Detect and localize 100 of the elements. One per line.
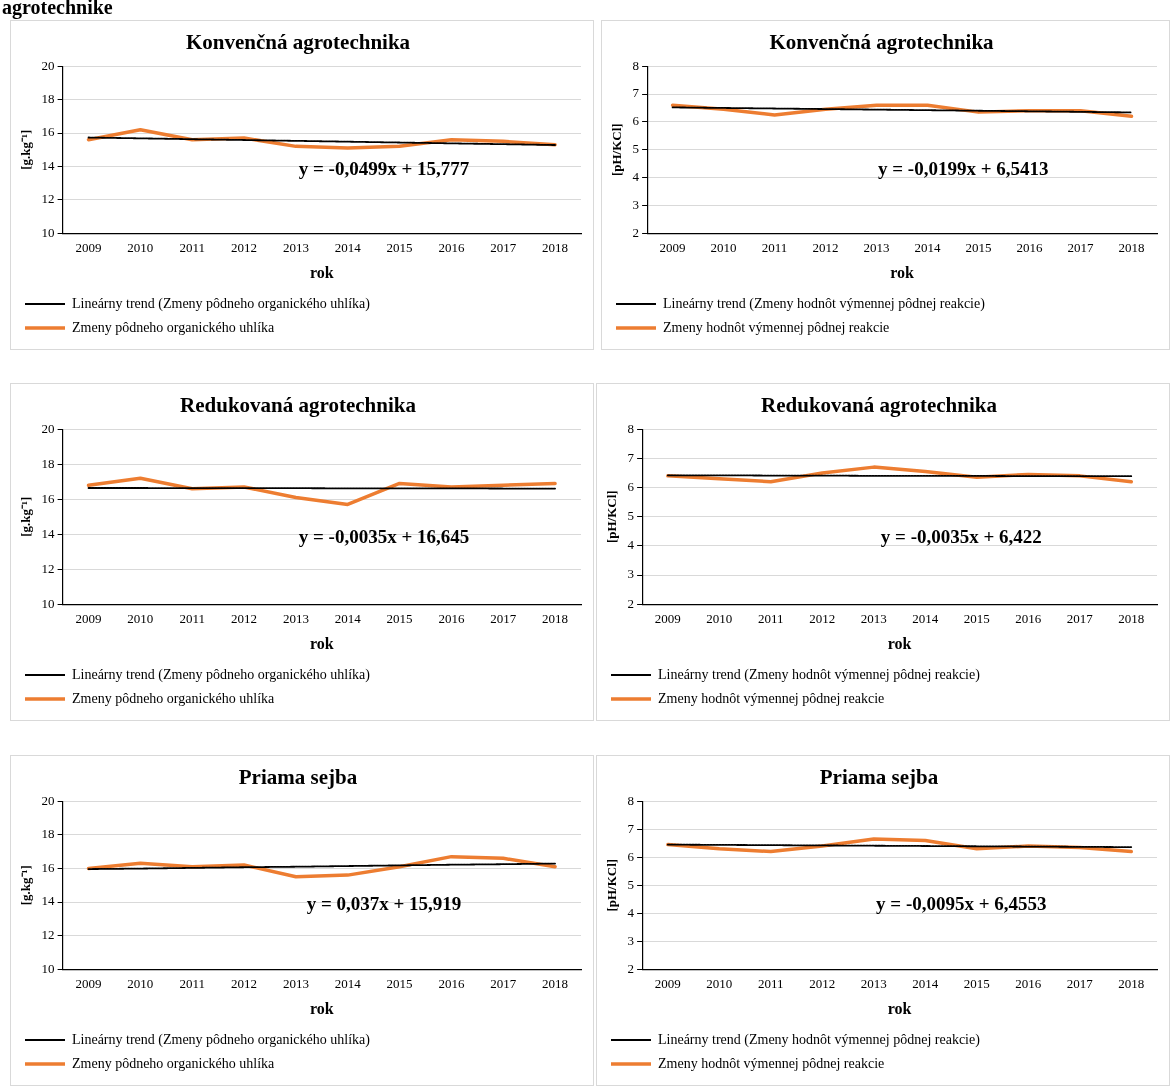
x-tick-label: 2011 [758, 976, 784, 992]
y-axis-title: [pH/KCl] [604, 490, 620, 544]
x-tick-label: 2018 [1118, 976, 1145, 992]
y-tick-label: 18 [41, 455, 55, 471]
x-tick-label: 2011 [179, 611, 205, 627]
chart-title: Priama sejba [819, 765, 939, 790]
chart-title: Priama sejba [238, 765, 358, 790]
x-tick-label: 2009 [659, 240, 686, 256]
x-tick-label: 2017 [1067, 240, 1095, 256]
y-tick-label: 12 [41, 927, 55, 943]
y-tick-label: 10 [41, 960, 55, 976]
x-tick-label: 2017 [490, 240, 517, 256]
chart-title: Redukovaná agrotechnika [180, 393, 417, 418]
x-tick-label: 2013 [863, 240, 890, 256]
annotation: y = -0,0035x + 16,645 [298, 525, 470, 547]
y-tick-label: 5 [627, 508, 635, 524]
y-tick-label: 3 [627, 566, 635, 582]
annotation: y = -0,0095x + 6,4553 [876, 893, 1047, 915]
x-axis-title: rok [309, 263, 334, 281]
y-tick-label: 6 [627, 848, 635, 864]
annotation: y = -0,0499x + 15,777 [298, 157, 470, 179]
x-tick-label: 2010 [127, 976, 154, 992]
x-tick-label: 2018 [1118, 240, 1145, 256]
x-tick-label: 2010 [127, 611, 154, 627]
x-tick-label: 2013 [282, 976, 309, 992]
y-tick-label: 7 [627, 449, 635, 465]
y-tick-label: 16 [41, 859, 56, 875]
y-tick-label: 5 [627, 876, 635, 892]
legend-label: Lineárny trend (Zmeny pôdneho organického uhlíka) [72, 666, 371, 683]
x-tick-label: 2011 [761, 240, 788, 256]
x-tick-label: 2017 [490, 976, 517, 992]
y-tick-label: 8 [627, 792, 635, 808]
x-tick-label: 2016 [1015, 976, 1042, 992]
x-tick-label: 2014 [912, 611, 939, 627]
x-tick-label: 2014 [334, 240, 362, 256]
y-axis-title: [g.kg⁻¹] [18, 129, 34, 170]
x-axis-title: rok [887, 634, 912, 652]
x-tick-label: 2015 [965, 240, 992, 256]
x-tick-label: 2014 [912, 976, 939, 992]
x-tick-label: 2014 [334, 611, 362, 627]
y-tick-label: 3 [627, 932, 635, 948]
y-tick-label: 12 [41, 191, 55, 207]
x-tick-label: 2014 [334, 976, 362, 992]
x-tick-label: 2013 [282, 240, 309, 256]
chart-title: Redukovaná agrotechnika [761, 393, 998, 418]
y-tick-label: 4 [627, 904, 635, 920]
y-tick-label: 16 [41, 124, 56, 140]
x-tick-label: 2010 [706, 611, 733, 627]
x-axis-title: rok [887, 999, 912, 1017]
x-tick-label: 2012 [809, 611, 836, 627]
x-tick-label: 2010 [127, 240, 154, 256]
x-tick-label: 2011 [179, 976, 205, 992]
x-tick-label: 2012 [812, 240, 839, 256]
legend-label: Zmeny pôdneho organického uhlíka [72, 319, 276, 335]
y-axis-title: [g.kg⁻¹] [18, 496, 34, 537]
x-tick-label: 2010 [710, 240, 737, 256]
y-tick-label: 2 [627, 960, 635, 976]
x-tick-label: 2015 [386, 611, 413, 627]
y-tick-label: 12 [41, 560, 55, 576]
y-tick-label: 18 [41, 826, 55, 842]
x-tick-label: 2016 [438, 611, 465, 627]
x-tick-label: 2009 [75, 240, 102, 256]
y-tick-label: 14 [41, 525, 56, 541]
x-tick-label: 2013 [860, 611, 887, 627]
x-tick-label: 2009 [654, 976, 681, 992]
legend-label: Lineárny trend (Zmeny pôdneho organického uhlíka) [72, 295, 371, 312]
x-tick-label: 2012 [231, 611, 258, 627]
y-tick-label: 5 [632, 141, 640, 157]
x-tick-label: 2018 [542, 611, 569, 627]
x-tick-label: 2017 [490, 611, 517, 627]
x-tick-label: 2012 [231, 240, 258, 256]
y-tick-label: 2 [632, 224, 640, 240]
y-tick-label: 8 [627, 420, 635, 436]
y-tick-label: 18 [41, 91, 55, 107]
y-axis-title: [pH/KCl] [609, 123, 625, 177]
y-tick-label: 6 [627, 478, 635, 494]
chart-title: Konvenčná agrotechnika [769, 30, 995, 55]
legend-label: Zmeny hodnôt výmennej pôdnej reakcie [663, 319, 890, 335]
x-tick-label: 2015 [963, 976, 990, 992]
y-tick-label: 14 [41, 893, 56, 909]
x-tick-label: 2015 [963, 611, 990, 627]
y-tick-label: 3 [632, 196, 640, 212]
y-tick-label: 20 [41, 420, 55, 436]
legend-label: Zmeny hodnôt výmennej pôdnej reakcie [658, 1055, 885, 1071]
legend-label: Zmeny hodnôt výmennej pôdnej reakcie [658, 690, 885, 706]
y-axis-title: [pH/KCl] [604, 858, 620, 912]
chart-title: Konvenčná agrotechnika [185, 30, 411, 55]
x-tick-label: 2009 [75, 976, 102, 992]
x-tick-label: 2014 [914, 240, 942, 256]
legend-label: Lineárny trend (Zmeny hodnôt výmennej pôdnej reakcie) [663, 295, 986, 312]
y-tick-label: 16 [41, 490, 56, 506]
y-axis-title: [g.kg⁻¹] [18, 865, 34, 906]
x-tick-label: 2011 [758, 611, 784, 627]
x-tick-label: 2018 [1118, 611, 1145, 627]
y-tick-label: 4 [627, 537, 635, 553]
y-tick-label: 20 [41, 57, 55, 73]
annotation: y = -0,0199x + 6,5413 [878, 157, 1049, 179]
legend-label: Lineárny trend (Zmeny hodnôt výmennej pôdnej reakcie) [658, 1031, 981, 1048]
x-tick-label: 2016 [1016, 240, 1044, 256]
line-series [87, 136, 556, 146]
